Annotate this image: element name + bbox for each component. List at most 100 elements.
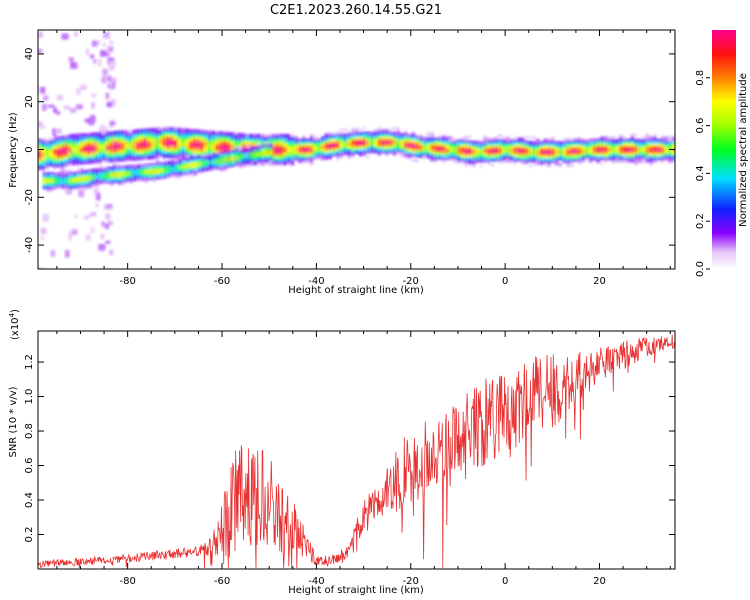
heatmap-cell (385, 141, 389, 144)
heatmap-cell (107, 46, 114, 52)
heatmap-cell (79, 135, 83, 139)
heatmap-cell (328, 156, 332, 160)
heatmap-cell (83, 152, 87, 155)
heatmap-cell (490, 151, 495, 155)
heatmap-cell (377, 138, 381, 142)
heatmap-cell (370, 131, 374, 135)
heatmap-cell (306, 141, 310, 144)
heatmap-cell (186, 162, 190, 165)
heatmap-cell (404, 150, 408, 153)
heatmap-cell (339, 143, 344, 146)
heatmap-cell (178, 163, 182, 167)
heatmap-cell (90, 54, 95, 59)
heatmap-cell (151, 130, 155, 133)
heatmap-cell (118, 165, 122, 169)
heatmap-cell (87, 139, 91, 143)
heatmap-cell (298, 143, 302, 147)
heatmap-cell (182, 170, 186, 173)
heatmap-cell (212, 167, 216, 171)
heatmap-cell (45, 150, 49, 153)
heatmap-cell (555, 150, 559, 154)
heatmap-cell (95, 203, 99, 208)
heatmap-cell (155, 142, 159, 145)
heatmap-cell (604, 138, 608, 142)
heatmap-cell (377, 145, 381, 149)
heatmap-cell (524, 154, 529, 158)
heatmap-cell (279, 143, 283, 147)
heatmap-cell (543, 145, 548, 149)
heatmap-cell (324, 135, 329, 139)
heatmap-cell (133, 178, 137, 182)
heatmap-cell (170, 134, 174, 137)
heatmap-cell (445, 143, 449, 146)
heatmap-cell (339, 133, 344, 137)
heatmap-cell (351, 137, 355, 140)
heatmap-cell (623, 141, 627, 144)
heatmap-cell (355, 141, 359, 145)
heatmap-cell (38, 141, 42, 144)
heatmap-cell (133, 164, 137, 168)
heatmap-cell (158, 151, 162, 154)
x-tick-label: 0 (502, 276, 508, 287)
heatmap-cell (536, 153, 540, 156)
heatmap-cell (494, 137, 498, 140)
heatmap-cell (279, 138, 283, 142)
heatmap-cell (215, 133, 219, 137)
heatmap-cell (298, 145, 302, 149)
heatmap-cell (226, 134, 230, 137)
heatmap-cell (302, 136, 306, 139)
heatmap-cell (41, 268, 49, 269)
heatmap-cell (261, 144, 265, 148)
heatmap-cell (287, 141, 291, 144)
heatmap-cell (641, 160, 646, 163)
heatmap-cell (193, 153, 197, 157)
heatmap-cell (370, 150, 374, 154)
heatmap-cell (483, 145, 487, 148)
heatmap-cell (317, 148, 321, 152)
heatmap-cell (215, 150, 219, 153)
heatmap-cell (144, 173, 148, 176)
heatmap-cell (128, 146, 132, 150)
heatmap-cell (290, 141, 295, 144)
heatmap-cell (453, 148, 457, 152)
heatmap-cell (121, 172, 126, 176)
heatmap-cell (57, 184, 62, 187)
heatmap-cell (94, 153, 98, 157)
heatmap-cell (170, 146, 174, 149)
heatmap-cell (38, 157, 42, 161)
heatmap-cell (87, 154, 91, 157)
heatmap-cell (381, 138, 385, 142)
heatmap-cell (389, 150, 393, 154)
heatmap-cell (506, 150, 510, 154)
heatmap-cell (521, 154, 525, 158)
heatmap-cell (453, 153, 457, 157)
heatmap-cell (181, 152, 185, 155)
heatmap-cell (645, 138, 649, 142)
heatmap-cell (231, 149, 235, 153)
heatmap-cell (125, 172, 129, 175)
heatmap-cell (649, 153, 653, 156)
heatmap-cell (457, 160, 461, 164)
heatmap-cell (660, 153, 665, 156)
heatmap-cell (250, 161, 254, 164)
heatmap-cell (321, 136, 325, 139)
heatmap-cell (182, 165, 186, 168)
heatmap-cell (185, 142, 189, 146)
heatmap-cell (532, 157, 536, 161)
heatmap-cell (61, 179, 65, 182)
heatmap-cell (336, 148, 340, 151)
heatmap-cell (41, 143, 45, 147)
heatmap-cell (246, 161, 250, 165)
heatmap-cell (113, 157, 117, 160)
heatmap-cell (170, 141, 174, 145)
heatmap-cell (94, 141, 98, 145)
heatmap-cell (445, 148, 449, 151)
heatmap-cell (144, 165, 148, 169)
heatmap-cell (162, 134, 166, 137)
heatmap-cell (362, 131, 366, 135)
heatmap-cell (389, 133, 393, 137)
heatmap-cell (430, 137, 434, 140)
heatmap-cell (124, 153, 129, 157)
heatmap-cell (585, 139, 589, 142)
heatmap-cell (107, 147, 112, 152)
